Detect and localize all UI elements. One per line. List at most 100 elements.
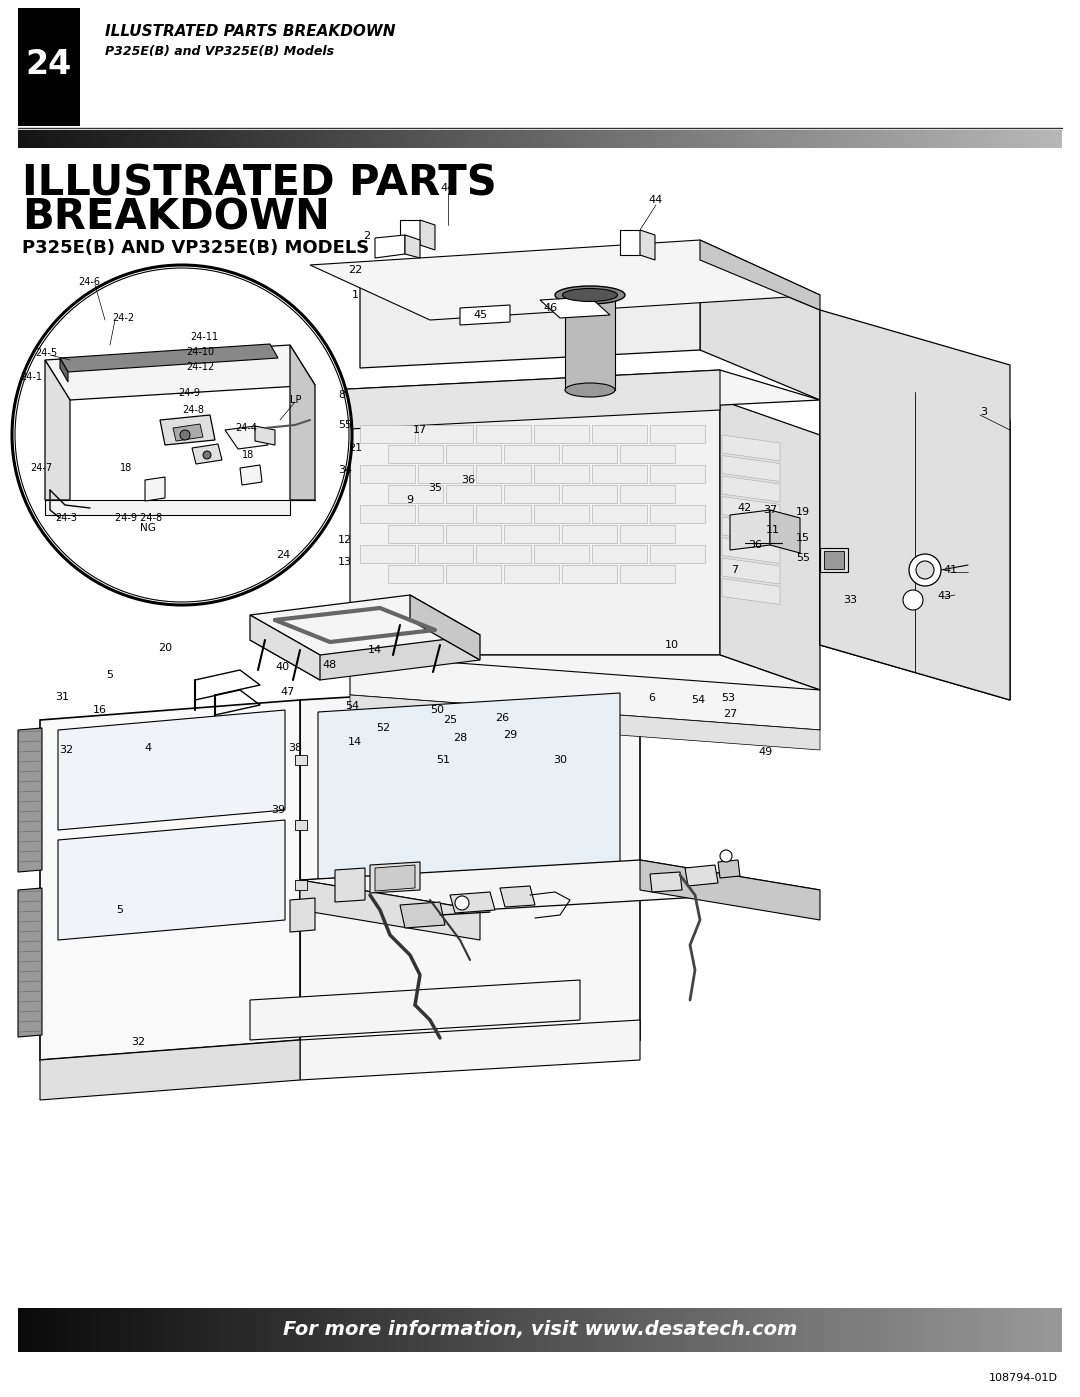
Polygon shape xyxy=(300,880,480,940)
Polygon shape xyxy=(350,400,720,655)
Polygon shape xyxy=(18,728,42,872)
Polygon shape xyxy=(723,455,780,482)
Polygon shape xyxy=(60,344,278,372)
Text: 24-3: 24-3 xyxy=(55,513,77,522)
Polygon shape xyxy=(620,564,675,583)
Text: ILLUSTRATED PARTS: ILLUSTRATED PARTS xyxy=(22,162,497,204)
Text: 18: 18 xyxy=(242,450,254,460)
Text: BREAKDOWN: BREAKDOWN xyxy=(22,197,329,239)
Circle shape xyxy=(909,555,941,585)
Text: 55: 55 xyxy=(338,420,352,430)
Text: 24-9: 24-9 xyxy=(178,388,200,398)
Polygon shape xyxy=(562,485,617,503)
Polygon shape xyxy=(388,485,443,503)
Polygon shape xyxy=(410,595,480,659)
Polygon shape xyxy=(418,465,473,483)
Polygon shape xyxy=(450,893,495,914)
Polygon shape xyxy=(723,496,780,522)
Polygon shape xyxy=(249,615,320,680)
Text: 14: 14 xyxy=(348,738,362,747)
Polygon shape xyxy=(255,426,275,446)
Polygon shape xyxy=(565,295,615,390)
Text: 5: 5 xyxy=(117,905,123,915)
Polygon shape xyxy=(318,693,620,884)
Polygon shape xyxy=(650,465,705,483)
Polygon shape xyxy=(249,981,580,1039)
Polygon shape xyxy=(685,865,718,886)
Polygon shape xyxy=(650,545,705,563)
Text: 47: 47 xyxy=(281,687,295,697)
Polygon shape xyxy=(820,548,848,571)
Circle shape xyxy=(455,895,469,909)
Text: 33: 33 xyxy=(843,595,858,605)
Text: 14: 14 xyxy=(368,645,382,655)
Polygon shape xyxy=(720,400,820,690)
Polygon shape xyxy=(350,694,820,750)
Ellipse shape xyxy=(555,286,625,305)
Text: 25: 25 xyxy=(443,715,457,725)
Text: 24-10: 24-10 xyxy=(186,346,214,358)
Text: 53: 53 xyxy=(721,693,735,703)
Polygon shape xyxy=(335,868,365,902)
Text: 22: 22 xyxy=(348,265,362,275)
Polygon shape xyxy=(723,517,780,543)
Text: 35: 35 xyxy=(428,483,442,493)
Text: 30: 30 xyxy=(553,754,567,766)
Ellipse shape xyxy=(563,289,618,302)
Polygon shape xyxy=(446,485,501,503)
Polygon shape xyxy=(640,861,820,921)
Text: 9: 9 xyxy=(406,495,414,504)
Text: 12: 12 xyxy=(338,535,352,545)
Polygon shape xyxy=(723,476,780,502)
Polygon shape xyxy=(620,525,675,543)
Polygon shape xyxy=(476,545,531,563)
Text: 24-4: 24-4 xyxy=(235,423,257,433)
Text: 24-9 24-8: 24-9 24-8 xyxy=(114,513,162,522)
Text: LP: LP xyxy=(291,395,301,405)
Polygon shape xyxy=(723,538,780,563)
Polygon shape xyxy=(723,557,780,584)
Polygon shape xyxy=(592,504,647,522)
Text: 18: 18 xyxy=(120,462,132,474)
Text: 3: 3 xyxy=(980,407,987,416)
Polygon shape xyxy=(820,310,1010,700)
Polygon shape xyxy=(592,545,647,563)
Polygon shape xyxy=(446,446,501,462)
Polygon shape xyxy=(375,235,405,258)
Polygon shape xyxy=(770,510,800,553)
Text: 17: 17 xyxy=(413,425,427,434)
Polygon shape xyxy=(460,305,510,326)
Polygon shape xyxy=(405,235,420,258)
Polygon shape xyxy=(820,365,1010,700)
Text: 46: 46 xyxy=(543,303,557,313)
Polygon shape xyxy=(534,465,589,483)
Text: 29: 29 xyxy=(503,731,517,740)
Polygon shape xyxy=(562,564,617,583)
Text: 54: 54 xyxy=(691,694,705,705)
Polygon shape xyxy=(330,370,720,430)
Polygon shape xyxy=(640,231,654,260)
Polygon shape xyxy=(562,446,617,462)
Text: 13: 13 xyxy=(338,557,352,567)
Text: 52: 52 xyxy=(376,724,390,733)
Polygon shape xyxy=(723,434,780,461)
Polygon shape xyxy=(40,1039,300,1099)
Polygon shape xyxy=(249,595,480,655)
Text: ILLUSTRATED PARTS BREAKDOWN: ILLUSTRATED PARTS BREAKDOWN xyxy=(105,25,395,39)
Text: 49: 49 xyxy=(759,747,773,757)
Polygon shape xyxy=(360,260,700,367)
Text: 108794-01D: 108794-01D xyxy=(989,1373,1058,1383)
Text: 19: 19 xyxy=(796,507,810,517)
Polygon shape xyxy=(476,465,531,483)
Polygon shape xyxy=(300,861,820,909)
Polygon shape xyxy=(504,525,559,543)
Polygon shape xyxy=(291,898,315,932)
Text: 28: 28 xyxy=(453,733,468,743)
Polygon shape xyxy=(388,564,443,583)
Polygon shape xyxy=(360,465,415,483)
Polygon shape xyxy=(173,425,203,441)
Polygon shape xyxy=(45,500,315,515)
Bar xyxy=(295,880,307,890)
Polygon shape xyxy=(446,564,501,583)
Text: 24-7: 24-7 xyxy=(30,462,52,474)
